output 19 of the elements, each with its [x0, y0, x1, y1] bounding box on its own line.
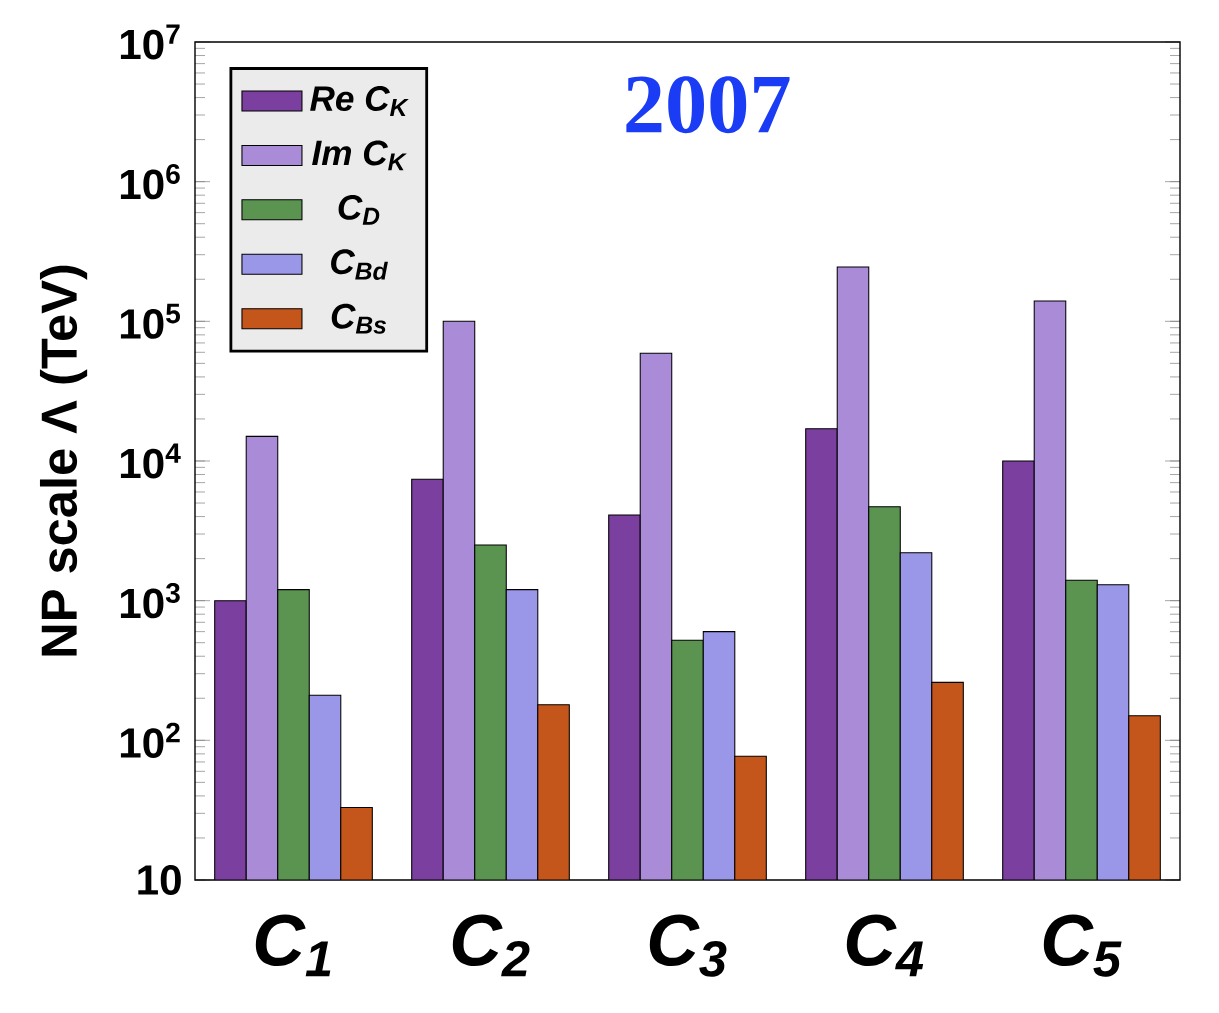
y-tick-label: 10	[138, 865, 181, 895]
y-tick-label: 10$^{5}$	[120, 303, 181, 339]
y-tick-label: 10$^{7}$	[120, 24, 180, 60]
legend-label: Re C$_{K}$	[310, 86, 409, 116]
x-tick-label: C$_{3}$	[649, 914, 727, 977]
y-tick-label: 10$^{6}$	[120, 163, 180, 200]
legend-label: C$_{Bs}$	[331, 303, 387, 334]
y-tick-label: 10$^{3}$	[120, 582, 180, 619]
legend-label: C$_{D}$	[338, 194, 380, 225]
x-tick-label: C$_{5}$	[1043, 914, 1122, 977]
x-tick-label: C$_{4}$	[846, 914, 924, 977]
y-axis-title: NP scale Λ (TeV)	[39, 265, 88, 656]
y-tick-label: 10$^{2}$	[120, 722, 180, 758]
legend-label: C$_{Bd}$	[331, 249, 388, 280]
x-tick-label: C$_{2}$	[452, 914, 530, 977]
y-tick-label: 10$^{4}$	[120, 443, 181, 479]
legend-label: Im C$_{K}$	[312, 140, 407, 171]
chart-title: 2007	[626, 76, 790, 134]
x-tick-label: C$_{1}$	[255, 914, 331, 977]
